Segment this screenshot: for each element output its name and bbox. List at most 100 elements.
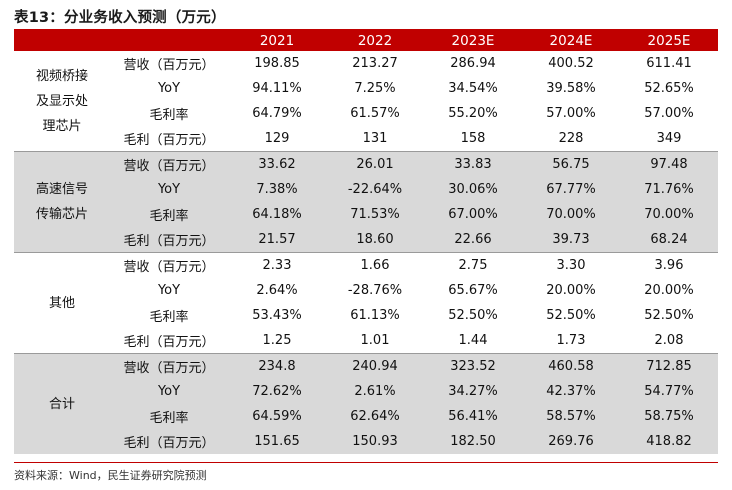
metric-label: 毛利（百万元） [110, 429, 228, 454]
table-cell: 72.62% [228, 379, 326, 404]
table-cell: 58.57% [522, 404, 620, 429]
table-cell: 65.67% [448, 283, 498, 298]
table-cell: 33.83 [424, 151, 522, 177]
table-cell: 56.41% [424, 404, 522, 429]
table-cell: 34.27% [424, 379, 522, 404]
table-cell: 323.52 [424, 353, 522, 379]
table-cell: 52.65% [644, 81, 694, 96]
table-cell: 269.76 [522, 429, 620, 454]
table-row: YoY 7.38% -22.64% 30.06% 67.77% 71.76% [14, 177, 718, 202]
table-cell: 94.11% [252, 81, 302, 96]
table-cell: 61.57% [350, 106, 400, 121]
table-cell: 182.50 [424, 429, 522, 454]
table-row: 其他 营收（百万元） 2.33 1.66 2.75 3.30 3.96 [14, 252, 718, 354]
table-cell: 71.53% [326, 202, 424, 227]
table-row: 毛利（百万元） 151.65 150.93 182.50 269.76 418.… [14, 429, 718, 454]
table-cell: 55.20% [448, 106, 498, 121]
metric-label: 毛利率 [149, 108, 189, 123]
table-cell: 131 [362, 131, 388, 146]
table-cell: 20.00% [546, 283, 596, 298]
table-row: 高速信号 传输芯片 营收（百万元） 33.62 26.01 33.83 56.7… [14, 151, 718, 253]
table-cell: 349 [656, 131, 682, 146]
table-cell: 57.00% [644, 106, 694, 121]
table-row: 毛利率 64.18% 71.53% 67.00% 70.00% 70.00% [14, 202, 718, 227]
table-cell: 52.50% [546, 308, 596, 323]
table-cell: -28.76% [347, 283, 403, 298]
table-cell: 1.01 [360, 333, 390, 348]
title-rule [14, 29, 718, 31]
table-cell: 26.01 [326, 151, 424, 177]
metric-label: YoY [110, 177, 228, 202]
header-year: 2021 [228, 31, 326, 51]
metric-label: 营收（百万元） [110, 151, 228, 177]
table-cell: 58.75% [620, 404, 718, 429]
table-cell: 1.73 [556, 333, 586, 348]
header-year: 2024E [522, 31, 620, 51]
table-cell: 1.66 [326, 252, 424, 278]
table-cell: 20.00% [644, 283, 694, 298]
table-cell: 67.77% [522, 177, 620, 202]
segment-name: 其他 [14, 252, 110, 354]
table-cell: 2.64% [256, 283, 298, 298]
header-metric [110, 31, 228, 51]
segment-group: 合计 营收（百万元） 234.8 240.94 323.52 460.58 71… [14, 353, 718, 454]
table-row: 毛利（百万元） 1.25 1.01 1.44 1.73 2.08 [14, 328, 718, 354]
table-cell: 18.60 [326, 227, 424, 253]
table-cell: 198.85 [254, 56, 300, 71]
table-row: YoY 2.64% -28.76% 65.67% 20.00% 20.00% [14, 278, 718, 303]
table-row: 毛利（百万元） 21.57 18.60 22.66 39.73 68.24 [14, 227, 718, 253]
table-cell: 240.94 [326, 353, 424, 379]
table-cell: 418.82 [620, 429, 718, 454]
metric-label: 毛利率 [110, 202, 228, 227]
metric-label: 毛利（百万元） [123, 133, 215, 148]
header-corner [14, 31, 110, 51]
header-row: 2021 2022 2023E 2024E 2025E [14, 31, 718, 51]
table-cell: 151.65 [228, 429, 326, 454]
table-cell: 71.76% [620, 177, 718, 202]
table-row: 视频桥接 及显示处 理芯片 营收（百万元） 198.85 213.27 286.… [14, 51, 718, 134]
metric-label: 营收（百万元） [110, 353, 228, 379]
segment-name: 合计 [14, 353, 110, 454]
metric-label: 毛利率 [149, 310, 189, 325]
header-year: 2025E [620, 31, 718, 51]
revenue-forecast-table: 2021 2022 2023E 2024E 2025E 视频桥接 及显示处 理芯… [14, 31, 718, 454]
table-cell: 234.8 [228, 353, 326, 379]
table-cell: 53.43% [252, 308, 302, 323]
table-cell: 64.59% [228, 404, 326, 429]
table-cell: 2.75 [424, 252, 522, 278]
metric-label: 营收（百万元） [123, 58, 215, 73]
segment-group: 其他 营收（百万元） 2.33 1.66 2.75 3.30 3.96 YoY … [14, 252, 718, 354]
table-cell: 2.33 [228, 252, 326, 278]
table-cell: 400.52 [548, 56, 594, 71]
metric-label: 毛利（百万元） [123, 335, 215, 350]
table-cell: 64.79% [252, 106, 302, 121]
table-cell: 61.13% [350, 308, 400, 323]
table-cell: 70.00% [522, 202, 620, 227]
table-cell: 97.48 [620, 151, 718, 177]
table-cell: 64.18% [228, 202, 326, 227]
table-row: 毛利率 64.59% 62.64% 56.41% 58.57% 58.75% [14, 404, 718, 429]
metric-label: YoY [110, 379, 228, 404]
table-cell: 70.00% [620, 202, 718, 227]
table-row: 毛利（百万元） 129 131 158 228 349 [14, 126, 718, 152]
table-cell: 34.54% [448, 81, 498, 96]
metric-label: 营收（百万元） [110, 252, 228, 278]
segment-name: 视频桥接 及显示处 理芯片 [35, 68, 88, 134]
table-cell: 228 [558, 131, 584, 146]
table-cell: 22.66 [424, 227, 522, 253]
table-cell: 33.62 [228, 151, 326, 177]
table-cell: 7.25% [354, 81, 396, 96]
source-note: 资料来源：Wind，民生证券研究院预测 [14, 462, 718, 483]
table-cell: 68.24 [620, 227, 718, 253]
metric-label: 毛利率 [110, 404, 228, 429]
table-cell: 52.50% [644, 308, 694, 323]
segment-group: 高速信号 传输芯片 营收（百万元） 33.62 26.01 33.83 56.7… [14, 151, 718, 253]
table-cell: 611.41 [646, 56, 692, 71]
table-cell: 62.64% [326, 404, 424, 429]
table-cell: 39.73 [522, 227, 620, 253]
table-cell: 42.37% [522, 379, 620, 404]
table-cell: 21.57 [228, 227, 326, 253]
table-cell: 2.61% [326, 379, 424, 404]
table-cell: 712.85 [620, 353, 718, 379]
table-cell: 460.58 [522, 353, 620, 379]
